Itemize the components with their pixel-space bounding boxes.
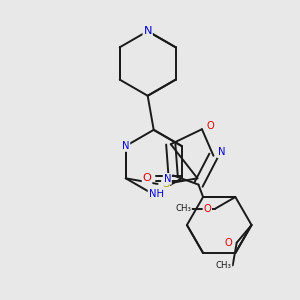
Text: O: O	[225, 238, 232, 248]
Text: CH₃: CH₃	[175, 204, 191, 213]
Text: N: N	[218, 147, 225, 157]
Text: O: O	[142, 173, 152, 183]
Text: N: N	[122, 141, 130, 151]
Text: NH: NH	[148, 190, 164, 200]
Text: S: S	[162, 179, 169, 189]
Text: O: O	[206, 121, 214, 131]
Text: N: N	[143, 26, 152, 36]
Text: N: N	[164, 174, 171, 184]
Text: CH₃: CH₃	[215, 261, 232, 270]
Text: O: O	[203, 204, 211, 214]
